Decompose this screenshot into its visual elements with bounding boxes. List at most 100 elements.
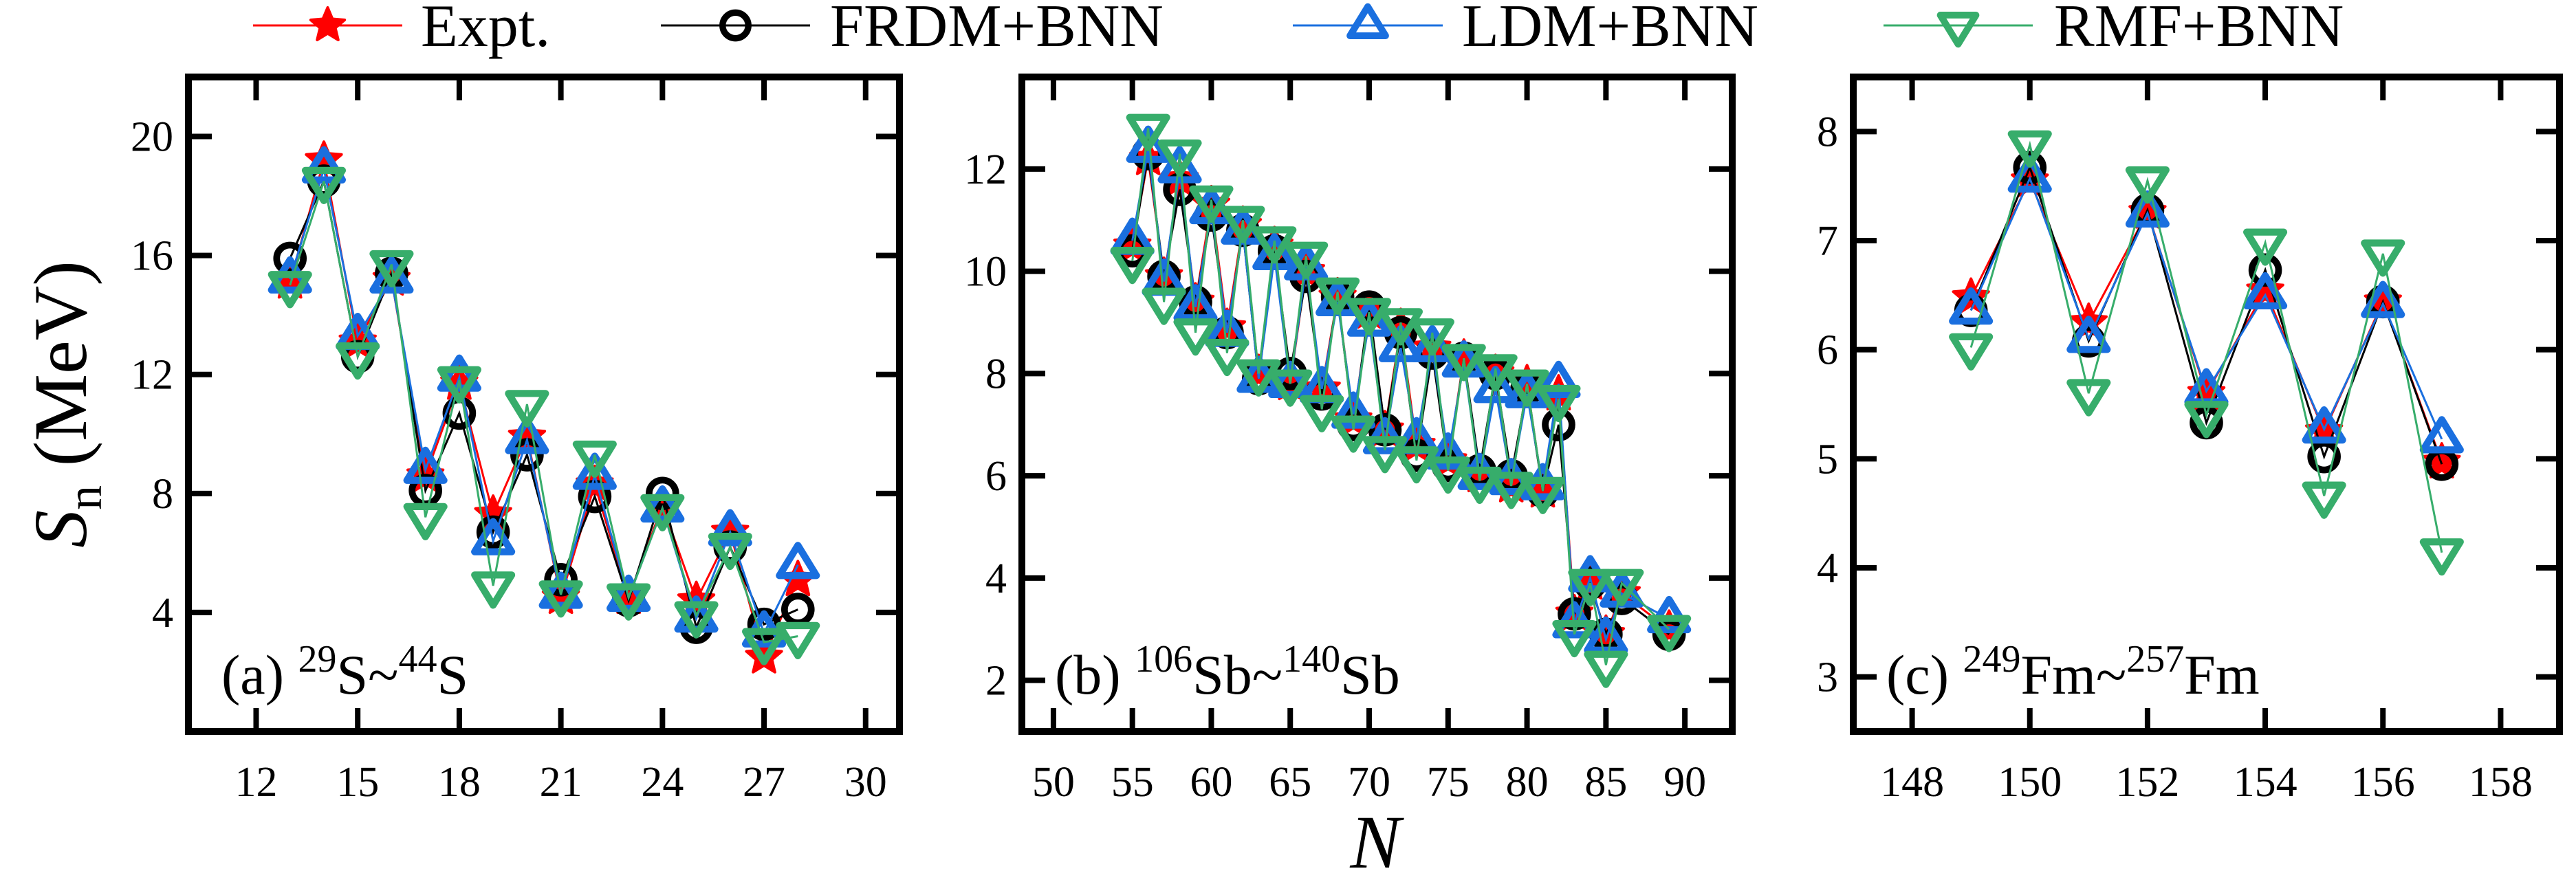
mass-number: 106 <box>1135 638 1192 681</box>
x-tick-label: 18 <box>438 759 481 806</box>
legend-label: LDM+BNN <box>1462 0 1758 60</box>
x-tick-label: 21 <box>540 759 582 806</box>
y-tick-label: 8 <box>985 351 1007 397</box>
x-tick-label: 50 <box>1032 759 1075 806</box>
data-point <box>1473 354 1518 392</box>
y-axis-title: Sn (MeV) <box>19 261 112 548</box>
element-symbol: S~ <box>337 643 399 706</box>
x-tick-label: 65 <box>1269 759 1311 806</box>
data-point <box>1426 456 1470 494</box>
x-tick-label: 75 <box>1427 759 1470 806</box>
data-point <box>607 574 651 612</box>
series-rmf-bnn <box>1949 130 2464 576</box>
data-point <box>1126 113 1170 151</box>
data-point <box>403 503 448 540</box>
data-point <box>1331 415 1376 453</box>
data-point <box>2125 190 2170 228</box>
legend-item-ldm-bnn: LDM+BNN <box>1293 0 1758 60</box>
legend: Expt. FRDM+BNN LDM+BNN RMF+BNN <box>253 0 2344 60</box>
data-point <box>1441 344 1486 382</box>
x-tick-label: 12 <box>234 759 277 806</box>
data-point <box>1489 472 1533 509</box>
mass-number: 257 <box>2126 638 2184 681</box>
data-point <box>1173 284 1218 322</box>
data-point <box>301 166 347 204</box>
data-point <box>1126 125 1170 163</box>
y-tick-label: 12 <box>131 352 173 399</box>
data-point <box>1536 360 1581 398</box>
y-tick-label: 6 <box>1817 327 1838 374</box>
x-tick-label: 27 <box>743 759 785 806</box>
x-tick-label: 152 <box>2115 759 2179 806</box>
mass-number: 44 <box>398 638 437 681</box>
x-tick-label: 15 <box>336 759 379 806</box>
data-point <box>471 571 516 609</box>
y-tick-label: 5 <box>1817 436 1838 483</box>
data-point <box>1300 395 1344 432</box>
x-tick-label: 30 <box>844 759 887 806</box>
panel-a: 12 15 18 21 24 27 30 4 8 12 16 20 (a) 29S~44S <box>131 74 903 806</box>
data-point <box>2066 379 2111 417</box>
data-point <box>538 580 583 618</box>
data-point <box>1394 446 1439 484</box>
element-symbol: Fm <box>2184 643 2259 706</box>
series-line <box>1969 140 2443 553</box>
data-point <box>1205 338 1249 377</box>
data-point <box>2007 130 2052 168</box>
data-point <box>776 542 820 580</box>
legend-label: FRDM+BNN <box>830 0 1164 60</box>
data-point <box>1410 318 1454 356</box>
y-axis-title-sub: n <box>57 485 112 510</box>
y-axis-title-unit: (MeV) <box>19 261 102 485</box>
legend-item-rmf-bnn: RMF+BNN <box>1884 0 2344 60</box>
data-point <box>1505 369 1549 407</box>
x-tick-label: 150 <box>1998 759 2062 806</box>
data-point <box>1536 384 1581 423</box>
series-rmf-bnn <box>1110 113 1692 688</box>
y-tick-label: 16 <box>131 233 173 280</box>
data-point <box>538 571 583 609</box>
panel-c: 148 150 152 154 156 158 3 4 5 6 7 8 (c) 249Fm~257Fm <box>1817 74 2563 806</box>
y-tick-label: 4 <box>152 590 173 637</box>
panel-b: 50 55 60 65 70 75 80 85 90 2 4 6 8 10 12 (b) 106Sb~140S… <box>964 74 1736 806</box>
y-tick-label: 6 <box>985 453 1007 500</box>
x-tick-label: 154 <box>2234 759 2297 806</box>
panel-label: (c) 249Fm~257Fm <box>1886 638 2260 706</box>
data-point <box>1568 569 1613 606</box>
data-point <box>2302 481 2346 519</box>
y-tick-label: 20 <box>131 114 173 161</box>
x-tick-label: 85 <box>1584 759 1627 806</box>
y-tick-label: 12 <box>964 146 1007 193</box>
axes-frame <box>1018 74 1736 735</box>
data-point <box>2243 228 2288 266</box>
data-point <box>1142 287 1186 325</box>
x-tick-label: 158 <box>2469 759 2533 806</box>
data-point <box>2243 272 2288 310</box>
y-tick-label: 8 <box>1817 109 1838 155</box>
x-tick-label: 55 <box>1111 759 1154 806</box>
data-point <box>1552 601 1597 639</box>
data-point <box>640 485 685 523</box>
mass-number: 249 <box>1963 638 2021 681</box>
data-point <box>1173 318 1218 356</box>
series-line <box>289 181 798 643</box>
data-point <box>1647 595 1692 634</box>
x-tick-label: 148 <box>1880 759 1944 806</box>
element-symbol: Fm~ <box>2021 643 2127 706</box>
legend-label: RMF+BNN <box>2054 0 2344 60</box>
data-point <box>1362 436 1408 474</box>
series-line <box>1131 128 1670 665</box>
data-point <box>1378 324 1423 362</box>
data-point <box>1473 366 1518 404</box>
data-point <box>268 271 312 309</box>
legend-item-frdm-bnn: FRDM+BNN <box>661 0 1164 60</box>
data-point <box>708 509 752 547</box>
legend-star-icon <box>309 6 347 41</box>
mass-number: 29 <box>298 638 337 681</box>
data-point <box>1157 139 1202 177</box>
y-tick-label: 8 <box>152 471 173 518</box>
data-point <box>1457 466 1502 505</box>
data-point <box>2125 166 2170 204</box>
axes-frame <box>185 74 903 735</box>
series-rmf-bnn <box>268 166 820 665</box>
